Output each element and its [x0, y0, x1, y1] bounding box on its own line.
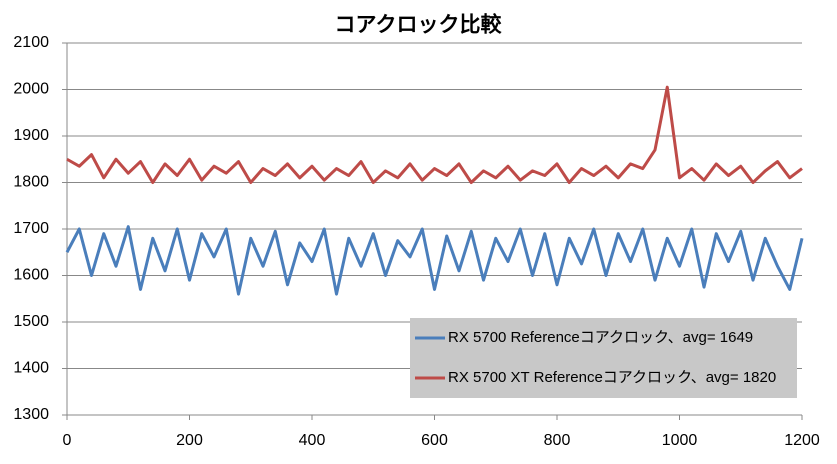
y-tick-label: 1500	[13, 313, 49, 330]
y-tick-label: 2000	[13, 81, 49, 98]
series-line	[66, 85, 803, 184]
y-tick-label: 1700	[13, 220, 49, 237]
y-tick-label: 2100	[13, 34, 49, 51]
x-tick-label: 1200	[784, 432, 820, 449]
y-tick-label: 1300	[13, 406, 49, 423]
x-tick-label: 400	[299, 432, 326, 449]
legend-label: RX 5700 XT Referenceコアクロック、avg= 1820	[448, 369, 776, 386]
x-tick-label: 0	[63, 432, 72, 449]
y-tick-label: 1800	[13, 174, 49, 191]
x-tick-label: 600	[421, 432, 448, 449]
y-tick-label: 1600	[13, 267, 49, 284]
y-tick-label: 1900	[13, 127, 49, 144]
y-tick-label: 1400	[13, 360, 49, 377]
chart-title: コアクロック比較	[335, 13, 503, 37]
legend-label: RX 5700 Referenceコアクロック、avg= 1649	[448, 329, 753, 346]
series-line	[65, 225, 804, 296]
x-tick-label: 800	[544, 432, 571, 449]
legend-box	[410, 318, 797, 398]
x-tick-label: 200	[176, 432, 203, 449]
x-tick-label: 1000	[662, 432, 698, 449]
